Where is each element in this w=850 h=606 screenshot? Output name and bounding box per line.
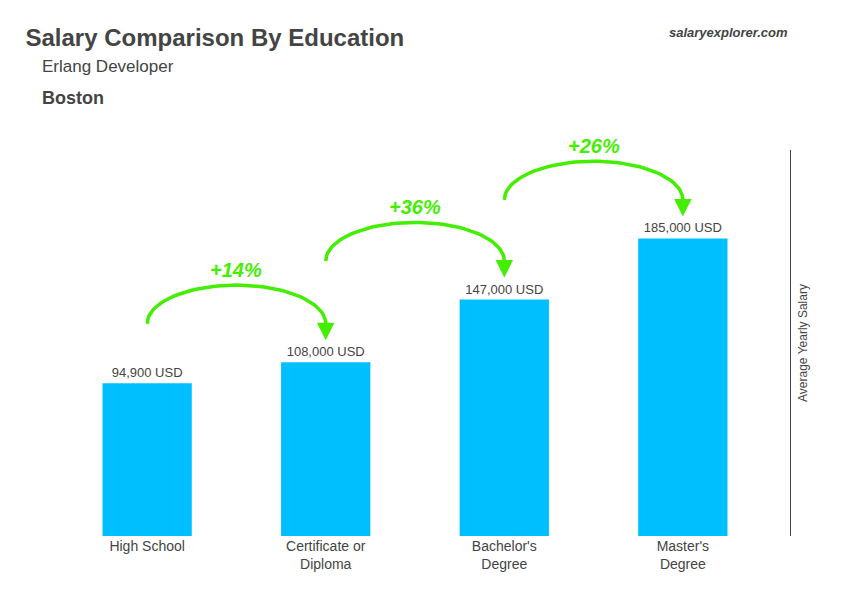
svg-text:salaryexplorer.com: salaryexplorer.com: [669, 25, 788, 40]
svg-text:High School: High School: [109, 538, 185, 554]
svg-text:108,000 USD: 108,000 USD: [287, 344, 365, 359]
svg-text:+14%: +14%: [210, 259, 262, 281]
svg-text:Average Yearly Salary: Average Yearly Salary: [796, 284, 810, 402]
svg-text:+26%: +26%: [568, 135, 620, 157]
svg-text:Certificate orDiploma: Certificate orDiploma: [286, 538, 366, 572]
svg-text:147,000 USD: 147,000 USD: [465, 282, 543, 297]
svg-text:Bachelor'sDegree: Bachelor'sDegree: [472, 538, 537, 572]
svg-text:185,000 USD: 185,000 USD: [644, 220, 722, 235]
svg-text:Master'sDegree: Master'sDegree: [657, 538, 709, 572]
svg-text:94,900 USD: 94,900 USD: [112, 365, 183, 380]
svg-text:Erlang Developer: Erlang Developer: [42, 57, 174, 76]
svg-text:+36%: +36%: [389, 196, 441, 218]
svg-text:Boston: Boston: [42, 88, 104, 108]
svg-text:Salary Comparison By Education: Salary Comparison By Education: [26, 24, 405, 51]
